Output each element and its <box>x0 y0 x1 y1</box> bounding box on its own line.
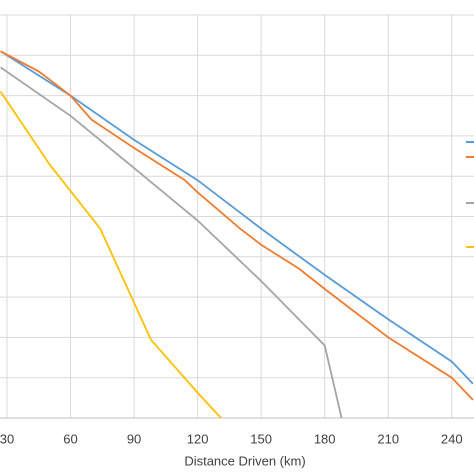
x-tick-label: 120 <box>187 431 209 446</box>
x-tick-label: 180 <box>314 431 336 446</box>
x-tick-label: 150 <box>250 431 272 446</box>
x-tick-label: 90 <box>127 431 141 446</box>
x-tick-label: 210 <box>377 431 399 446</box>
x-axis-label: Distance Driven (km) <box>184 453 305 468</box>
x-tick-label: 240 <box>441 431 463 446</box>
x-tick-label: 30 <box>0 431 14 446</box>
series-line <box>0 50 474 401</box>
series-line <box>0 66 343 419</box>
series-line <box>0 91 222 419</box>
series-line <box>0 50 474 385</box>
x-tick-label: 60 <box>63 431 77 446</box>
